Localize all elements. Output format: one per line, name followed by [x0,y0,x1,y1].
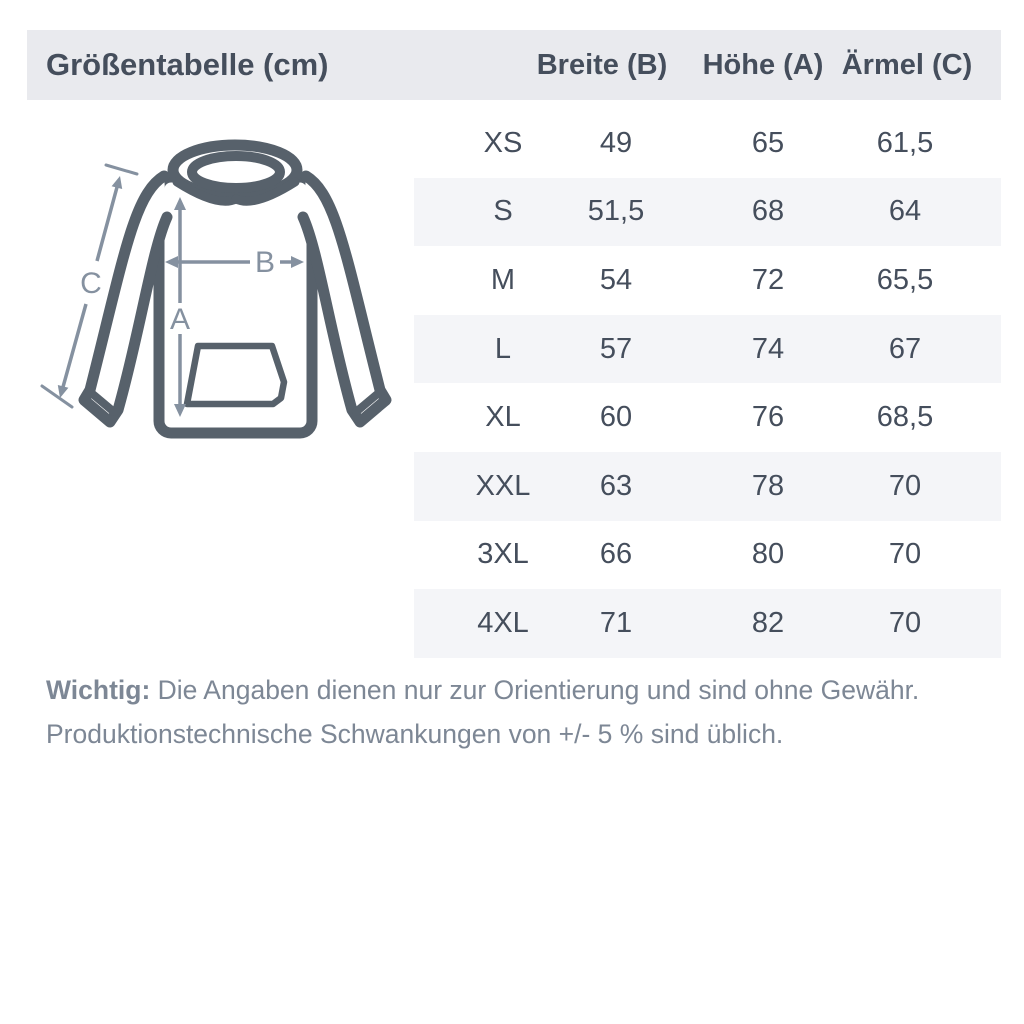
table-row: 4XL 71 82 70 [414,589,1001,658]
table-header: Größentabelle (cm) Breite (B) Höhe (A) Ä… [27,30,1001,100]
breite-cell: 49 [599,126,633,159]
size-cell: XL [485,401,521,434]
arrowhead-up-icon [174,197,186,210]
size-cell: 3XL [477,538,529,571]
disclaimer-line1: Wichtig: Die Angaben dienen nur zur Orie… [46,668,996,712]
disclaimer-line2: Produktionstechnische Schwankungen von +… [46,719,784,749]
hoodie-left-cuff [85,387,118,416]
label-b: B [255,246,275,279]
breite-cell: 51,5 [587,195,645,228]
breite-cell: 71 [599,606,633,639]
label-a: A [170,303,190,336]
table-row: XL 60 76 68,5 [414,383,1001,452]
hoodie-pocket [183,342,288,408]
size-cell: L [494,332,512,365]
size-cell: S [493,195,513,228]
aermel-cell: 68,5 [876,401,934,434]
height-measure-arrow: A [170,197,190,417]
breite-cell: 54 [599,263,633,296]
size-cell: XS [483,126,523,159]
hoehe-cell: 68 [751,195,785,228]
hoehe-cell: 65 [751,126,785,159]
breite-cell: 66 [599,538,633,571]
arrowhead-left-icon [165,256,178,268]
breite-cell: 63 [599,469,633,502]
aermel-cell: 70 [888,606,922,639]
arrowhead-downleft-icon [57,385,69,398]
sleeve-measure-arrow: C [40,163,139,409]
arrowhead-upright-icon [111,176,123,189]
hoodie-measurement-diagram: A B C [40,139,392,439]
breite-cell: 57 [599,332,633,365]
table-row: L 57 74 67 [414,314,1001,384]
table-row: XXL 63 78 70 [414,452,1001,521]
table-row: 3XL 66 80 70 [414,521,1001,590]
aermel-cell: 70 [888,538,922,571]
aermel-cell: 70 [888,469,922,502]
disclaimer-note: Wichtig: Die Angaben dienen nur zur Orie… [46,668,996,756]
size-cell: XXL [475,469,531,502]
hoehe-cell: 74 [751,332,785,365]
aermel-cell: 65,5 [876,263,934,296]
hoehe-cell: 78 [751,469,785,502]
column-header-aermel: Ärmel (C) [841,48,973,81]
arrowhead-down-icon [174,404,186,417]
hoodie-outline [78,139,392,439]
aermel-cell: 67 [888,332,922,365]
breite-cell: 60 [599,401,633,434]
disclaimer-line1-text: Die Angaben dienen nur zur Orientierung … [150,675,920,705]
page-title: Größentabelle (cm) [46,47,329,82]
aermel-cell: 61,5 [876,126,934,159]
table-row: M 54 72 65,5 [414,246,1001,315]
hoehe-cell: 80 [751,538,785,571]
hoehe-cell: 82 [751,606,785,639]
aermel-cell: 64 [888,195,922,228]
label-c: C [80,267,102,300]
column-header-breite: Breite (B) [536,48,668,81]
hoodie-right-sleeve [297,170,392,428]
hoehe-cell: 72 [751,263,785,296]
hoehe-cell: 76 [751,401,785,434]
hood-inner-ring [187,151,285,193]
table-row: XS 49 65 61,5 [414,109,1001,178]
column-header-hoehe: Höhe (A) [702,48,824,81]
table-row: S 51,5 68 64 [414,177,1001,247]
hoodie-right-cuff [352,387,385,416]
size-cell: 4XL [477,606,529,639]
hoodie-left-sleeve [78,170,173,428]
disclaimer-label: Wichtig: [46,675,151,705]
hood-drape-right [231,177,300,206]
arrowhead-right-icon [291,256,304,268]
width-measure-arrow: B [165,246,304,279]
size-cell: M [490,263,516,296]
